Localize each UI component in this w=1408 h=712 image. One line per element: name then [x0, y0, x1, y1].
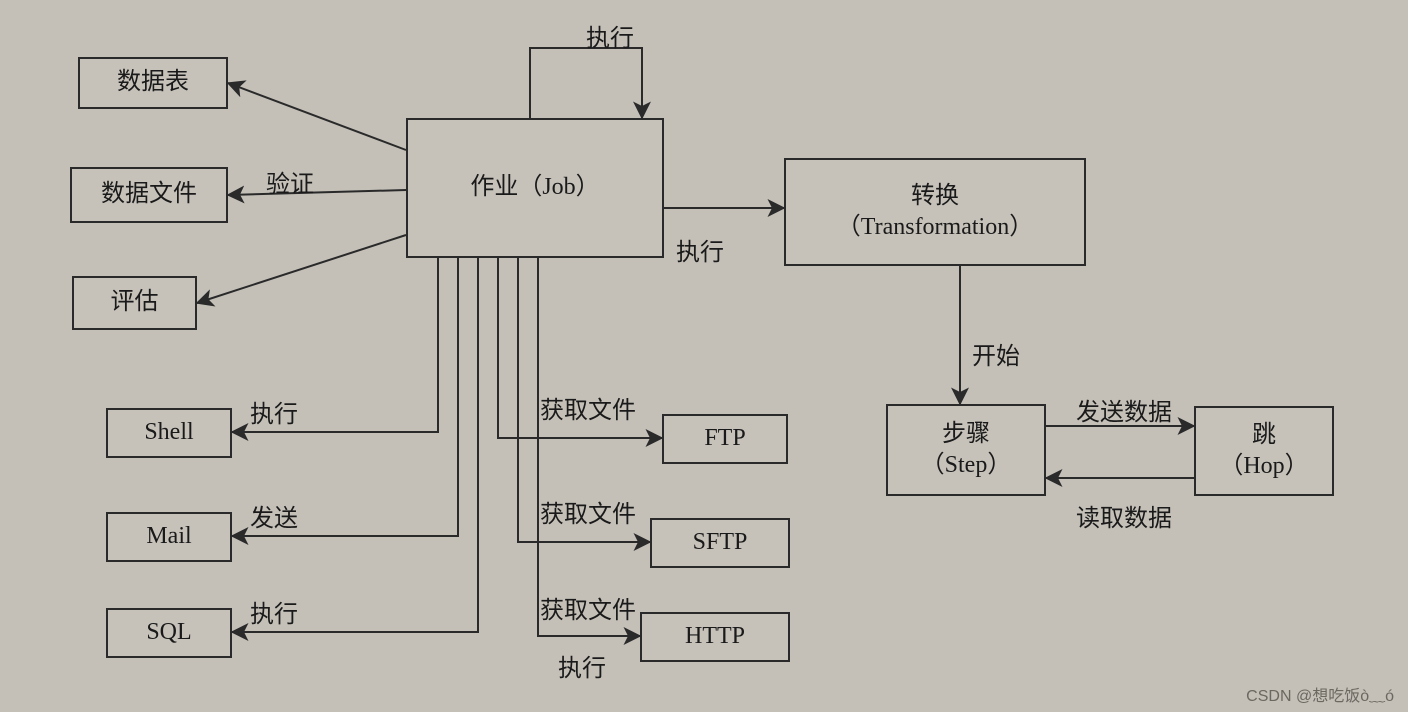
node-data-file: 数据文件: [70, 167, 228, 223]
node-sql: SQL: [106, 608, 232, 658]
node-ftp: FTP: [662, 414, 788, 464]
edge-label-to-trans: 执行: [676, 232, 724, 267]
node-label: 跳 （Hop）: [1219, 420, 1308, 482]
edge-label-trans-start: 开始: [972, 336, 1020, 371]
edge-label-verify: 验证: [266, 164, 314, 199]
edge-label-read-data: 读取数据: [1076, 498, 1172, 533]
node-label: 数据表: [117, 67, 189, 98]
node-evaluate: 评估: [72, 276, 197, 330]
edge-label-exec-sql: 执行: [250, 594, 298, 629]
edge-label-get-http: 获取文件: [540, 590, 636, 625]
edge-label-get-sftp: 获取文件: [540, 494, 636, 529]
edge-label-send-mail: 发送: [250, 498, 298, 533]
node-hop: 跳 （Hop）: [1194, 406, 1334, 496]
node-label: 数据文件: [101, 179, 197, 210]
node-http: HTTP: [640, 612, 790, 662]
node-data-table: 数据表: [78, 57, 228, 109]
node-label: FTP: [704, 423, 745, 454]
node-step: 步骤 （Step）: [886, 404, 1046, 496]
node-label: 转换 （Transformation）: [837, 181, 1033, 243]
node-job: 作业（Job）: [406, 118, 664, 258]
edge-label-exec-shell: 执行: [250, 394, 298, 429]
node-label: SQL: [146, 617, 191, 648]
edge-label-get-ftp: 获取文件: [540, 390, 636, 425]
edge-label-exec-http: 执行: [558, 648, 606, 683]
node-label: 步骤 （Step）: [921, 419, 1012, 481]
node-label: Mail: [146, 521, 191, 552]
node-label: HTTP: [685, 621, 745, 652]
watermark: CSDN @想吃饭ò﹏ó: [1246, 682, 1394, 706]
node-shell: Shell: [106, 408, 232, 458]
edge-label-send-data: 发送数据: [1076, 392, 1172, 427]
node-label: 作业（Job）: [470, 172, 599, 203]
node-sftp: SFTP: [650, 518, 790, 568]
node-mail: Mail: [106, 512, 232, 562]
node-label: SFTP: [693, 527, 748, 558]
node-label: 评估: [111, 287, 159, 318]
node-transform: 转换 （Transformation）: [784, 158, 1086, 266]
edge-label-self-execute: 执行: [586, 18, 634, 53]
node-label: Shell: [144, 417, 193, 448]
